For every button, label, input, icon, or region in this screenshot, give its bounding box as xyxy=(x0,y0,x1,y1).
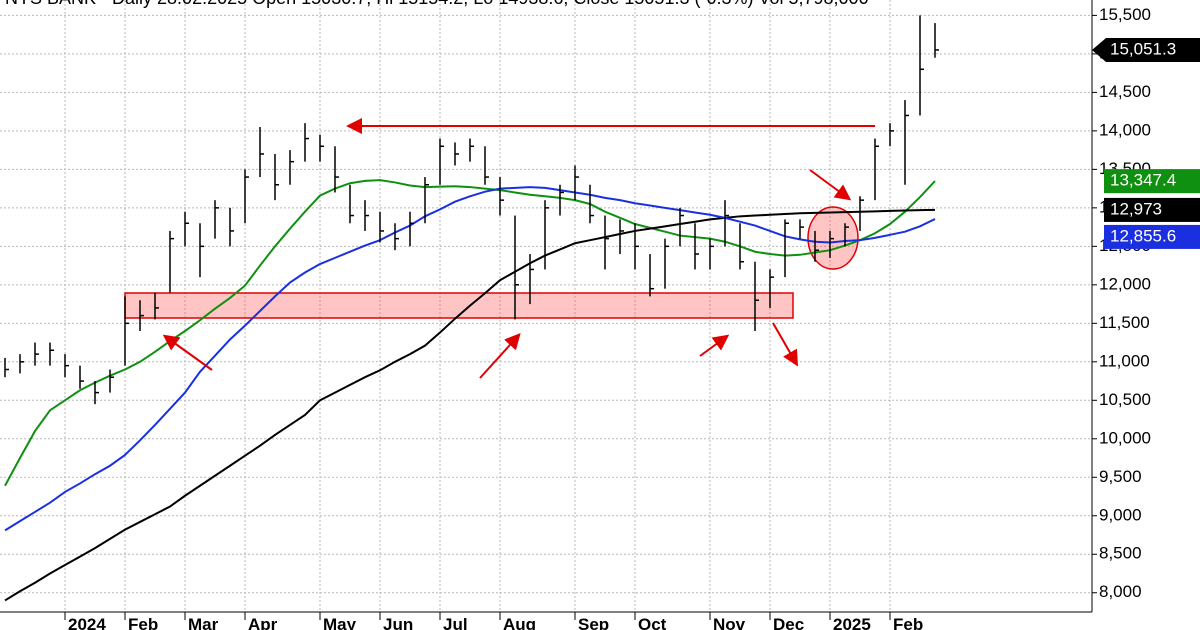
x-tick-label: Aug xyxy=(503,615,536,630)
x-tick-label: Dec xyxy=(773,615,804,630)
x-tick-label: May xyxy=(323,615,357,630)
arrow xyxy=(809,169,852,201)
y-tick-label: 11,000 xyxy=(1099,351,1150,370)
last-value-box xyxy=(1092,37,1200,62)
y-tick-label: 14,000 xyxy=(1099,120,1151,139)
x-tick-label: 2025 xyxy=(833,615,871,630)
moving-average xyxy=(4,179,936,487)
y-tick-label: 10,500 xyxy=(1099,390,1151,409)
x-tick-label: Nov xyxy=(713,615,746,630)
y-tick-label: 9,500 xyxy=(1099,467,1142,486)
x-tick-label: Oct xyxy=(638,615,667,630)
x-tick-label: 2024 xyxy=(68,615,106,630)
last-value-box xyxy=(1104,197,1200,222)
last-value-label: 12,855.6 xyxy=(1110,226,1176,245)
arrow xyxy=(699,334,730,357)
x-tick-label: Jul xyxy=(443,615,468,630)
last-labels: 15,051.3 13,347.4 12,973 12,855.6 xyxy=(1092,37,1200,249)
y-tick-label: 9,000 xyxy=(1099,505,1142,524)
last-value-label: 15,051.3 xyxy=(1110,39,1176,58)
y-tick-label: 14,500 xyxy=(1099,82,1151,101)
y-tick-label: 12,000 xyxy=(1099,274,1151,293)
y-tick-label: 10,000 xyxy=(1099,428,1151,447)
last-value-label: 13,347.4 xyxy=(1110,171,1176,190)
x-tick-label: Feb xyxy=(893,615,923,630)
support-zone xyxy=(124,292,794,319)
arrow xyxy=(162,334,213,371)
last-value-box xyxy=(1104,169,1200,194)
x-tick-label: Jun xyxy=(383,615,413,630)
y-tick-label: 15,500 xyxy=(1099,5,1151,24)
x-tick-label: Sep xyxy=(578,615,609,630)
y-tick-label: 11,500 xyxy=(1099,313,1150,332)
arrow xyxy=(772,322,798,367)
annotations xyxy=(162,118,875,379)
x-tick-label: Apr xyxy=(248,615,278,630)
moving-average xyxy=(4,208,936,602)
moving-average xyxy=(4,186,936,532)
last-value-label: 12,973 xyxy=(1110,199,1162,218)
chart-title: NYS BANK - Daily 28.02.2025 Open 15030.7… xyxy=(5,0,869,8)
x-tick-label: Mar xyxy=(188,615,219,630)
x-tick-label: Feb xyxy=(128,615,158,630)
y-tick-label: 8,000 xyxy=(1099,582,1142,601)
last-value-box xyxy=(1104,224,1200,249)
plot xyxy=(4,15,939,602)
y-tick-label: 8,500 xyxy=(1099,544,1142,563)
arrow xyxy=(479,333,521,379)
